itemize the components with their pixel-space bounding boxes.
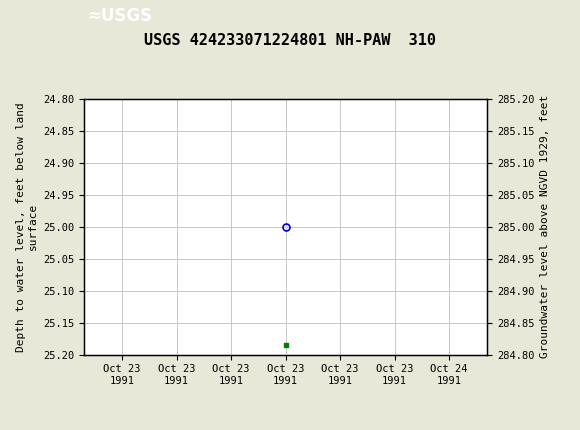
Y-axis label: Groundwater level above NGVD 1929, feet: Groundwater level above NGVD 1929, feet [540,95,550,359]
Text: USGS 424233071224801 NH-PAW  310: USGS 424233071224801 NH-PAW 310 [144,34,436,48]
Y-axis label: Depth to water level, feet below land
surface: Depth to water level, feet below land su… [16,102,38,352]
Text: ≈USGS: ≈USGS [87,7,152,25]
